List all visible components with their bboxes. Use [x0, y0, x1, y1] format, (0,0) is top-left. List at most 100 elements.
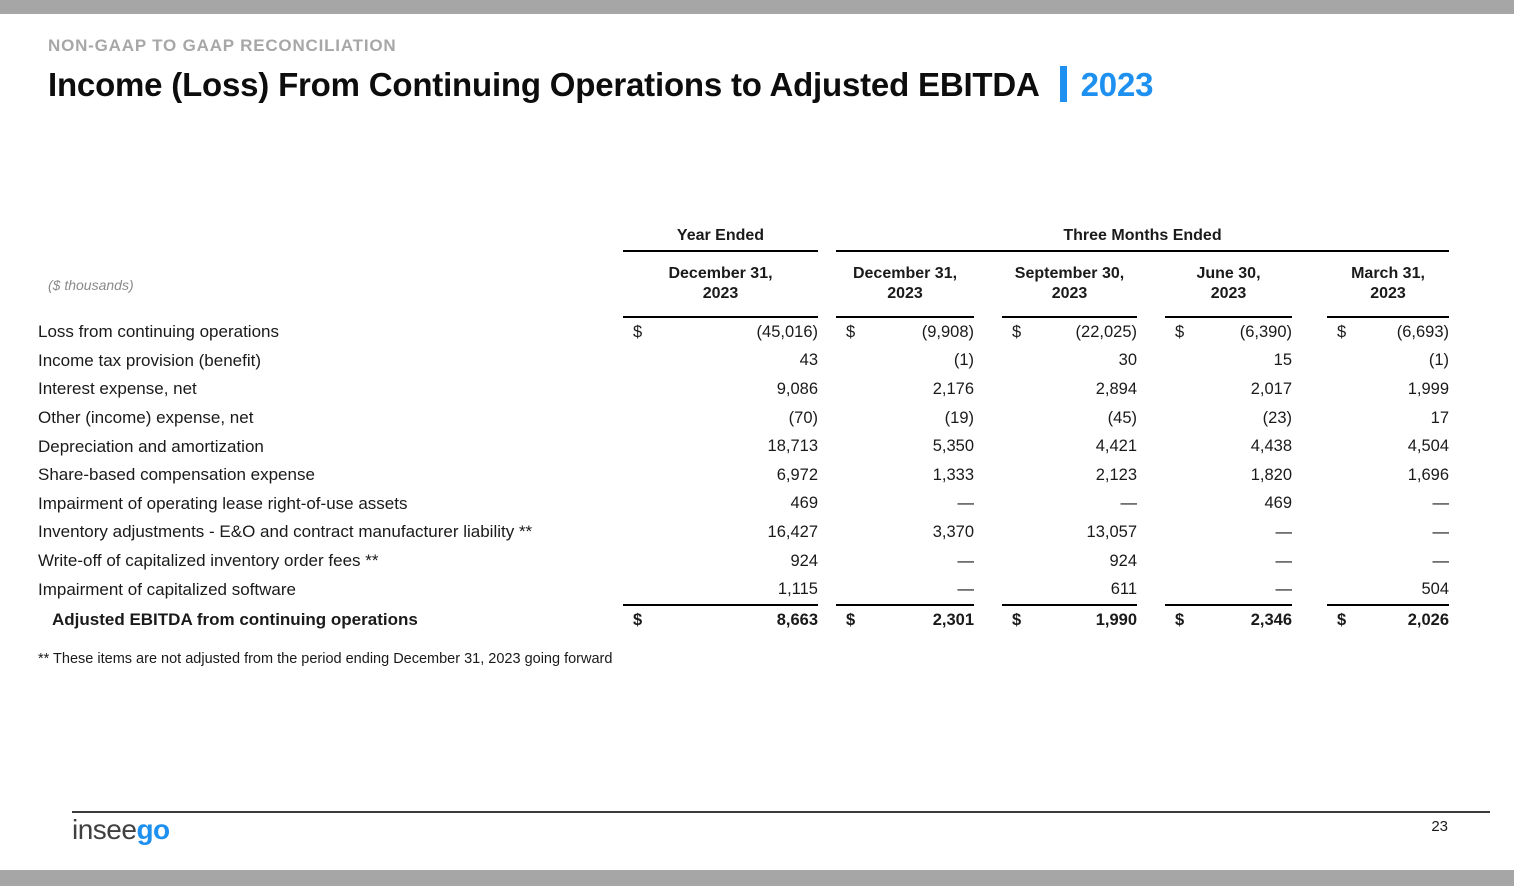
table-row: Inventory adjustments - E&O and contract… [38, 518, 1449, 547]
row-value-year: 6,972 [776, 465, 818, 484]
row-value-q1: — [1432, 551, 1450, 570]
row-value-q3: (45) [1107, 408, 1137, 427]
row-label: Interest expense, net [38, 379, 197, 399]
logo-text-go: go [136, 814, 170, 845]
col-header-dec31-year: December 31, 2023 [623, 252, 818, 318]
row-label: Inventory adjustments - E&O and contract… [38, 522, 533, 542]
table-total-row: Adjusted EBITDA from continuing operatio… [38, 603, 1449, 636]
total-row-label: Adjusted EBITDA from continuing operatio… [52, 609, 418, 629]
row-value-year: 9,086 [776, 379, 818, 398]
row-value-q4: 5,350 [932, 437, 974, 456]
table-body: Loss from continuing operations $ (45,016… [38, 318, 1449, 604]
row-label: Income tax provision (benefit) [38, 350, 261, 370]
footnote: ** These items are not adjusted from the… [38, 651, 613, 667]
row-value-q1: 504 [1421, 580, 1449, 599]
table-row: Impairment of capitalized software 1,115… [38, 575, 1449, 604]
row-label: Impairment of operating lease right-of-u… [38, 493, 408, 513]
table-row: Depreciation and amortization 18,713 5,3… [38, 432, 1449, 461]
row-label: Write-off of capitalized inventory order… [38, 551, 379, 571]
row-value-q1: (1) [1428, 351, 1449, 370]
row-value-q3: — [1120, 494, 1138, 513]
dollar-sign: $ [1175, 322, 1185, 341]
row-value-q4: (19) [944, 408, 974, 427]
table-row: Write-off of capitalized inventory order… [38, 547, 1449, 576]
table-date-header-row: ($ thousands) December 31, 2023 December … [38, 252, 1449, 318]
row-value-q2: — [1275, 551, 1293, 570]
table-row: Loss from continuing operations $ (45,016… [38, 318, 1449, 347]
row-value-q2: — [1275, 580, 1293, 599]
total-value-q2: $2,346 [1165, 603, 1292, 636]
col-header-sep30-q3: September 30, 2023 [1002, 252, 1137, 318]
col-group-year-ended: Year Ended [623, 227, 818, 252]
reconciliation-table: Year Ended Three Months Ended ($ thousan… [38, 225, 1449, 636]
footer-divider-line [72, 811, 1490, 813]
row-value-q2: 15 [1273, 351, 1292, 370]
page-number: 23 [1431, 818, 1448, 835]
dollar-sign: $ [1337, 611, 1347, 630]
row-value-q3: 2,123 [1095, 465, 1137, 484]
row-value-q3: 611 [1110, 580, 1137, 599]
bottom-gray-bar [0, 870, 1514, 886]
row-value-q1: — [1432, 522, 1450, 541]
dollar-sign: $ [1337, 322, 1347, 341]
row-value-q1: 1,999 [1407, 379, 1449, 398]
total-value-q3: $1,990 [1002, 603, 1137, 636]
row-value-q4: (1) [953, 351, 974, 370]
row-value-q4: — [957, 494, 975, 513]
table-row: Income tax provision (benefit) 43 (1) 30… [38, 347, 1449, 376]
logo-text-insee: insee [72, 814, 137, 845]
row-value-q1: 1,696 [1407, 465, 1449, 484]
dollar-sign: $ [1012, 322, 1022, 341]
row-value-year: 43 [799, 351, 818, 370]
col-header-jun30-q2: June 30, 2023 [1165, 252, 1292, 318]
row-value-q3: 924 [1109, 551, 1137, 570]
row-value-q4: 2,176 [932, 379, 974, 398]
row-value-q4: 1,333 [932, 465, 974, 484]
row-value-year: 469 [790, 494, 818, 513]
row-value-q3: $ (22,025) [1012, 322, 1137, 341]
total-value-q1: $2,026 [1327, 603, 1449, 636]
row-value-q3: 30 [1118, 351, 1137, 370]
inseego-logo: inseego [72, 814, 170, 846]
row-value-q2: 4,438 [1250, 437, 1292, 456]
row-value-q2: 1,820 [1250, 465, 1292, 484]
table-row: Other (income) expense, net (70) (19) (4… [38, 404, 1449, 433]
row-value-q1: — [1432, 494, 1450, 513]
row-value-year: (70) [788, 408, 818, 427]
page-title: Income (Loss) From Continuing Operations… [48, 66, 1153, 104]
row-value-q3: 2,894 [1095, 379, 1137, 398]
row-value-q2: 2,017 [1250, 379, 1292, 398]
col-group-three-months-ended: Three Months Ended [836, 227, 1449, 252]
row-value-q4: $ (9,908) [846, 322, 974, 341]
dollar-sign: $ [846, 611, 856, 630]
row-label: Loss from continuing operations [38, 322, 279, 342]
title-divider-bar [1059, 66, 1067, 102]
row-value-q2: — [1275, 522, 1293, 541]
col-header-dec31-q4: December 31, 2023 [836, 252, 974, 318]
table-row: Share-based compensation expense 6,972 1… [38, 461, 1449, 490]
dollar-sign: $ [633, 611, 643, 630]
row-label: Depreciation and amortization [38, 436, 264, 456]
row-value-year: 18,713 [767, 437, 818, 456]
total-value-year: $8,663 [623, 603, 818, 636]
row-label: Share-based compensation expense [38, 465, 315, 485]
slide-header: NON-GAAP TO GAAP RECONCILIATION Income (… [48, 36, 1153, 104]
top-gray-bar [0, 0, 1514, 14]
row-label: Other (income) expense, net [38, 408, 254, 428]
units-note: ($ thousands) [48, 277, 134, 293]
row-value-q4: 3,370 [932, 522, 974, 541]
row-value-q2: 469 [1264, 494, 1292, 513]
table-row: Impairment of operating lease right-of-u… [38, 490, 1449, 519]
row-value-q1: $ (6,693) [1337, 322, 1449, 341]
row-value-q1: 4,504 [1407, 437, 1449, 456]
dollar-sign: $ [1175, 611, 1185, 630]
dollar-sign: $ [633, 322, 643, 341]
title-year: 2023 [1080, 66, 1154, 103]
dollar-sign: $ [846, 322, 856, 341]
col-header-mar31-q1: March 31, 2023 [1327, 252, 1449, 318]
table-group-header-row: Year Ended Three Months Ended [38, 225, 1449, 252]
table-row: Interest expense, net 9,086 2,176 2,894 … [38, 375, 1449, 404]
row-value-year: 16,427 [767, 522, 818, 541]
row-value-q2: $ (6,390) [1175, 322, 1292, 341]
